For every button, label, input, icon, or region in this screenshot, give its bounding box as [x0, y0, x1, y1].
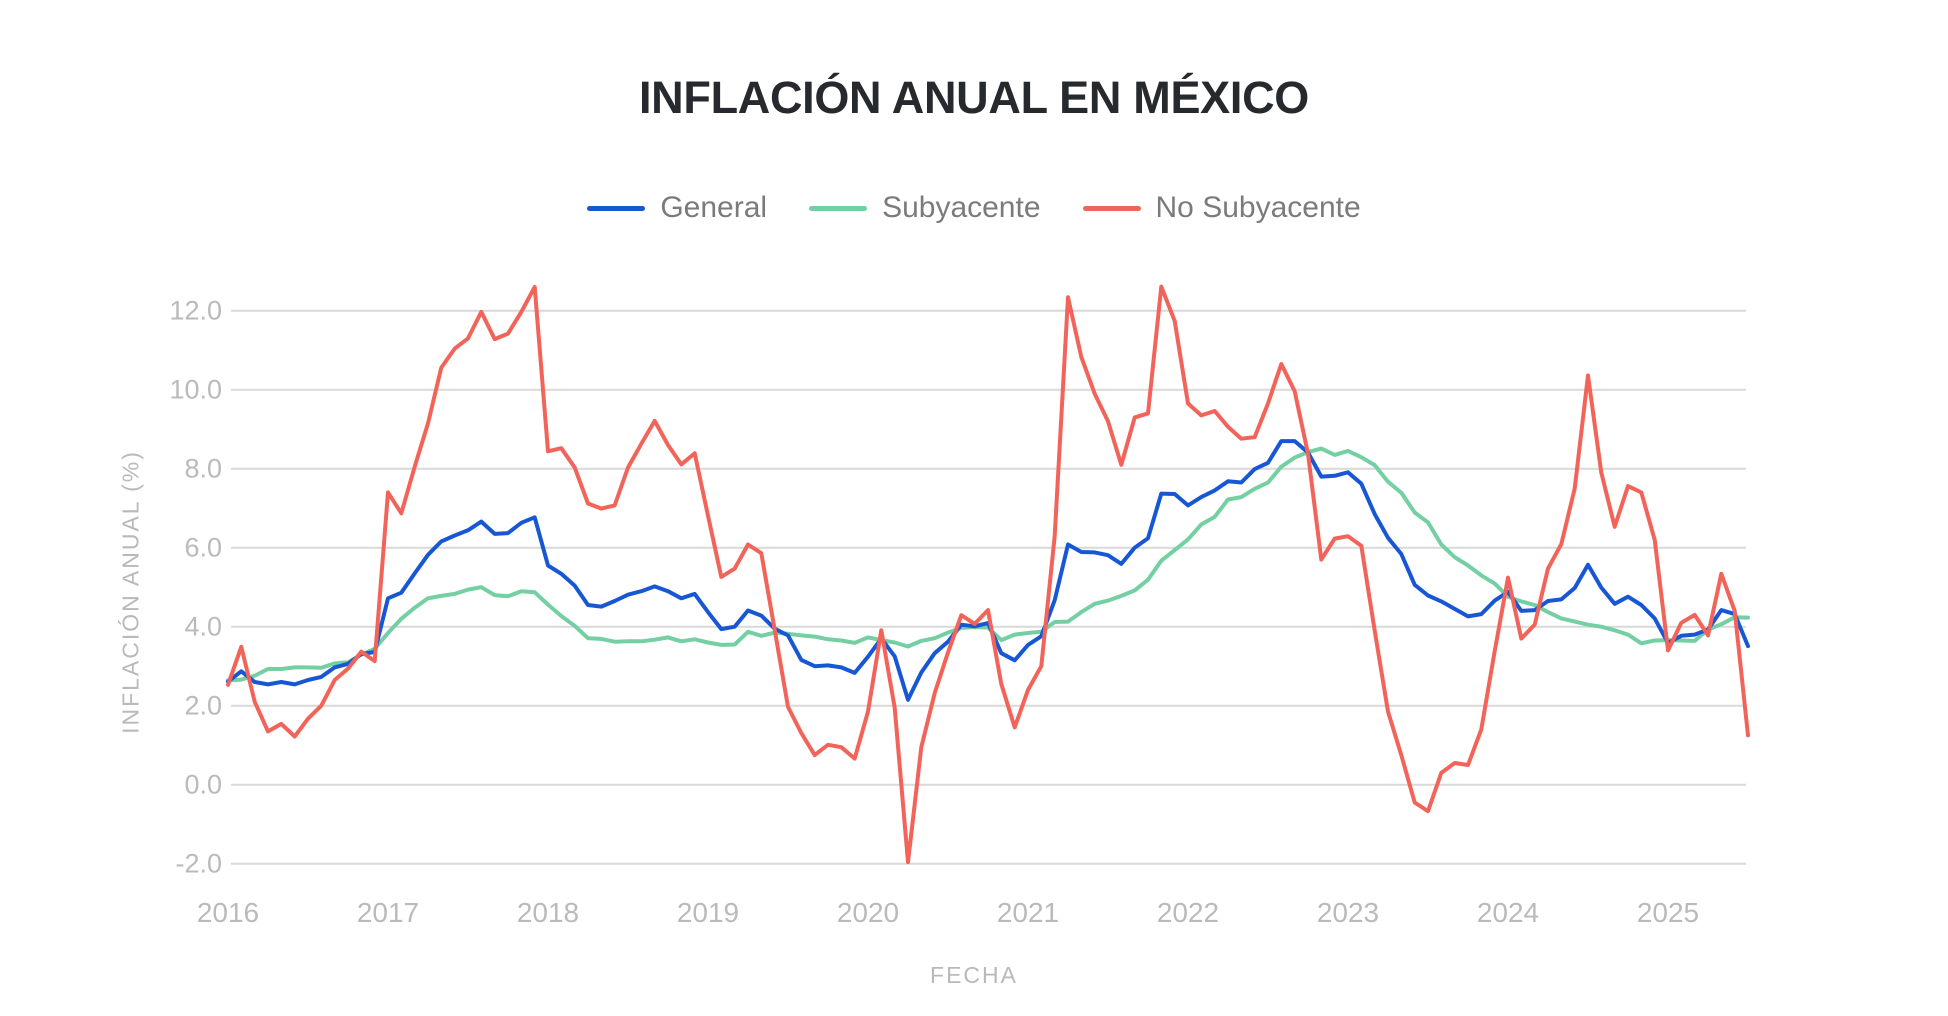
x-tick-label: 2021	[997, 897, 1059, 928]
legend-marker-no-subyacente	[1082, 205, 1141, 211]
x-axis-title: FECHA	[930, 962, 1018, 988]
x-tick-label: 2017	[357, 897, 419, 928]
legend-label-no-subyacente: No Subyacente	[1155, 191, 1361, 224]
y-tick-label: 8.0	[184, 454, 222, 484]
y-tick-label: 10.0	[169, 375, 222, 405]
series-line-no-subyacente	[226, 284, 1750, 865]
series-line-general	[226, 439, 1750, 702]
chart-title: INFLACIÓN ANUAL EN MÉXICO	[638, 72, 1309, 123]
legend-marker-subyacente	[809, 205, 868, 211]
y-tick-label: 0.0	[184, 770, 222, 800]
legend-item-general[interactable]: General	[587, 191, 767, 225]
legend-item-no-subyacente[interactable]: No Subyacente	[1082, 191, 1361, 225]
x-tick-label: 2019	[677, 897, 739, 928]
legend-item-subyacente[interactable]: Subyacente	[809, 191, 1041, 225]
x-tick-label: 2016	[197, 897, 259, 928]
x-tick-label: 2024	[1477, 897, 1539, 928]
y-tick-label: 4.0	[184, 612, 222, 642]
x-tick-label: 2018	[517, 897, 579, 928]
legend: General Subyacente No Subyacente	[0, 191, 1948, 225]
y-tick-label: 12.0	[169, 296, 222, 326]
y-tick-label: -2.0	[175, 849, 222, 879]
legend-marker-general	[587, 205, 646, 211]
y-tick-label: 2.0	[184, 691, 222, 721]
x-tick-label: 2025	[1637, 897, 1699, 928]
x-tick-label: 2022	[1157, 897, 1219, 928]
legend-label-general: General	[660, 191, 768, 224]
x-tick-label: 2020	[837, 897, 899, 928]
series-line-subyacente	[226, 446, 1750, 683]
legend-label-subyacente: Subyacente	[882, 191, 1041, 224]
y-tick-label: 6.0	[184, 533, 222, 563]
x-tick-label: 2023	[1317, 897, 1379, 928]
